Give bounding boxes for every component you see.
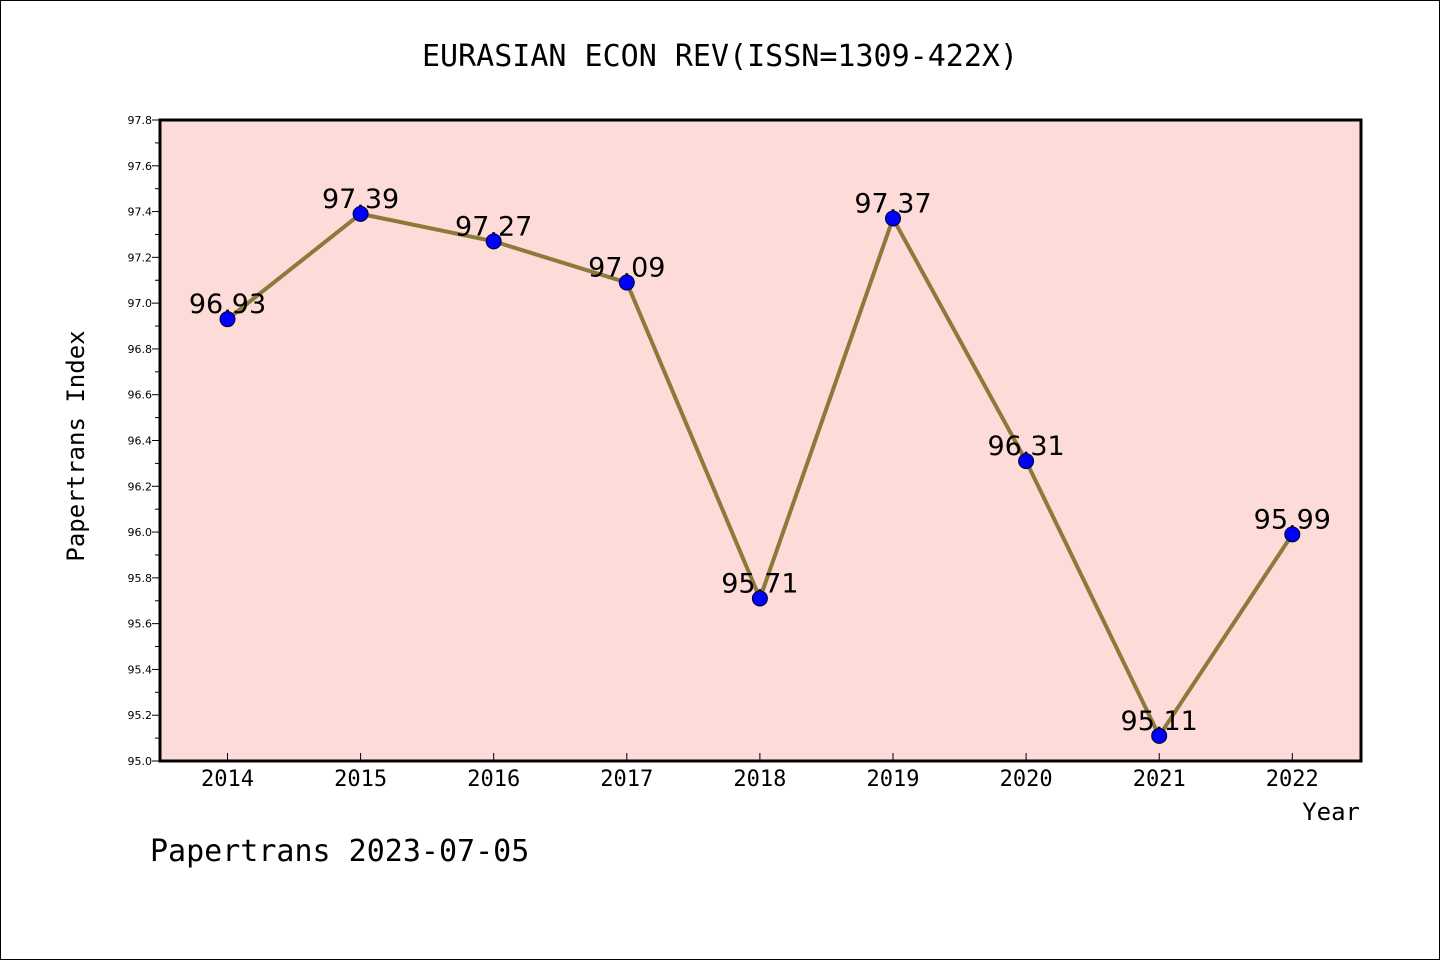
x-tick-label: 2016 <box>467 767 520 792</box>
y-tick-label: 95.4 <box>128 663 153 676</box>
y-axis-label: Papertrans Index <box>62 330 90 561</box>
footer-credit: Papertrans 2023-07-05 <box>150 834 530 869</box>
data-point <box>1151 727 1168 744</box>
data-point <box>219 311 236 328</box>
y-tick-label: 96.2 <box>128 480 153 493</box>
y-tick-label: 95.0 <box>128 755 153 768</box>
x-axis-label: Year <box>1302 798 1360 826</box>
x-tick-label: 2017 <box>600 767 653 792</box>
x-tick-label: 2020 <box>1000 767 1053 792</box>
x-tick-label: 2019 <box>867 767 920 792</box>
x-tick-label: 2021 <box>1133 767 1186 792</box>
x-tick-label: 2014 <box>201 767 254 792</box>
y-tick-label: 95.6 <box>128 618 153 631</box>
data-point <box>352 205 369 222</box>
y-tick-label: 96.4 <box>128 435 153 448</box>
y-axis: 95.0 95.2 95.4 95.6 95.8 96.0 96.2 96.4 96.6 96.8… <box>128 114 160 768</box>
y-tick-label: 95.2 <box>128 709 153 722</box>
x-tick-label: 2015 <box>334 767 387 792</box>
data-markers <box>219 205 1301 744</box>
data-point <box>1284 526 1301 543</box>
y-tick-label: 97.8 <box>128 114 153 127</box>
y-tick-label: 97.2 <box>128 251 153 264</box>
data-point <box>885 210 901 227</box>
y-tick-label: 95.8 <box>128 572 153 585</box>
y-tick-label: 96.8 <box>128 343 153 356</box>
data-point <box>618 274 635 291</box>
chart-title: EURASIAN ECON REV(ISSN=1309-422X) <box>422 39 1018 74</box>
x-axis: 2014 2015 2016 2017 2018 2019 2020 2021 2022 <box>201 753 1319 792</box>
y-tick-label: 96.6 <box>128 389 153 402</box>
y-tick-label: 97.4 <box>128 206 153 219</box>
y-tick-label: 97.6 <box>128 160 153 173</box>
x-tick-label: 2022 <box>1266 767 1319 792</box>
data-point <box>751 590 768 607</box>
x-tick-label: 2018 <box>733 767 786 792</box>
data-point <box>485 233 502 250</box>
data-point <box>1018 453 1035 470</box>
plot-area <box>158 118 1363 763</box>
y-tick-label: 96.0 <box>128 526 153 539</box>
y-tick-label: 97.0 <box>128 297 153 310</box>
